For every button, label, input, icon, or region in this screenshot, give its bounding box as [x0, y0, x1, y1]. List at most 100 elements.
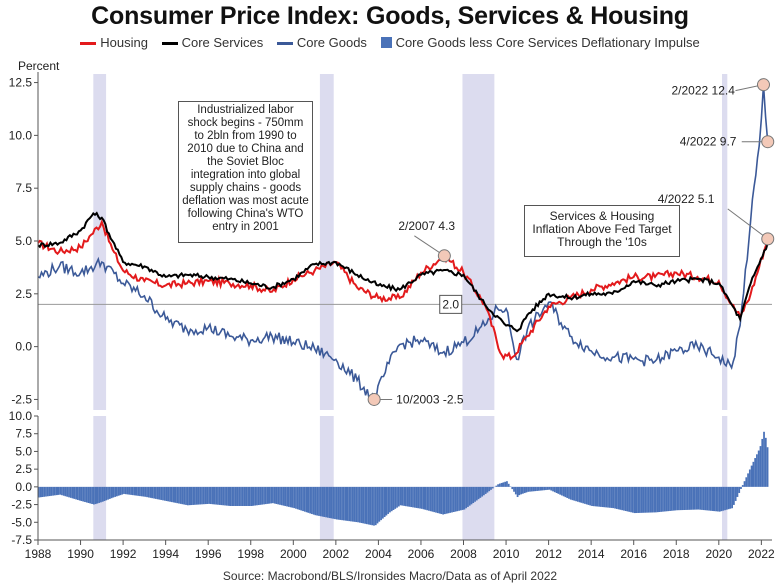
impulse-bar-206: [403, 486, 405, 506]
impulse-bar-315: [596, 486, 599, 507]
legend: Housing Core Services Core Goods Core Go…: [0, 35, 780, 50]
impulse-bar-265: [507, 483, 510, 487]
callout-marker-2: [756, 78, 770, 92]
impulse-bar-110: [233, 486, 235, 506]
impulse-bar-81: [181, 486, 184, 505]
impulse-bar-18: [69, 486, 72, 498]
impulse-bar-197: [387, 486, 390, 514]
impulse-bar-26: [84, 486, 86, 503]
impulse-bar-125: [259, 486, 262, 505]
impulse-bar-12: [59, 486, 62, 495]
impulse-bar-290: [552, 486, 554, 492]
impulse-bar-23: [78, 486, 81, 501]
impulse-bar-225: [436, 486, 439, 514]
source-note: Source: Macrobond/BLS/Ironsides Macro/Da…: [222, 569, 558, 583]
impulse-bar-101: [217, 486, 219, 505]
impulse-bar-205: [401, 486, 404, 506]
impulse-bar-188: [371, 486, 374, 526]
impulse-bar-185: [365, 486, 368, 525]
recession-band-top-2: [462, 74, 495, 410]
impulse-bar-14: [62, 486, 65, 496]
impulse-bar-47: [121, 486, 124, 495]
impulse-bar-218: [424, 486, 427, 510]
x-tick-label: 1998: [237, 547, 264, 561]
impulse-bar-65: [153, 486, 156, 499]
impulse-bar-68: [158, 486, 161, 500]
impulse-bar-155: [312, 486, 315, 515]
impulse-bar-288: [548, 486, 551, 490]
impulse-bar-340: [640, 486, 643, 513]
impulse-bar-279: [532, 486, 535, 492]
impulse-bar-8: [52, 486, 54, 496]
impulse-bar-91: [199, 486, 202, 505]
impulse-bar-339: [639, 486, 641, 513]
impulse-bar-311: [589, 486, 592, 506]
impulse-bar-377: [706, 486, 709, 511]
impulse-bar-70: [162, 486, 164, 501]
impulse-bar-134: [275, 486, 278, 504]
impulse-bar-75: [170, 486, 173, 503]
x-tick-label: 2006: [408, 547, 435, 561]
impulse-bar-158: [318, 486, 320, 516]
impulse-bar-38: [105, 486, 108, 501]
impulse-bar-324: [612, 486, 615, 509]
impulse-bar-152: [307, 486, 310, 513]
impulse-bar-73: [167, 486, 170, 502]
impulse-bar-114: [240, 486, 242, 506]
impulse-bar-245: [472, 486, 475, 504]
impulse-bar-226: [438, 486, 441, 514]
impulse-bar-78: [176, 486, 179, 504]
impulse-bar-202: [396, 486, 398, 508]
callout-label-1: 10/2003 -2.5: [396, 392, 464, 406]
impulse-bar-72: [165, 486, 168, 502]
y-tick-label: 0.0: [15, 340, 32, 354]
impulse-bar-86: [190, 486, 193, 506]
impulse-bar-404: [754, 458, 757, 487]
impulse-bar-355: [667, 486, 670, 512]
impulse-bar-142: [289, 486, 292, 508]
impulse-bar-349: [656, 486, 659, 513]
impulse-bar-240: [463, 486, 466, 510]
impulse-bar-246: [474, 486, 476, 502]
impulse-bar-54: [133, 486, 136, 496]
impulse-bar-379: [709, 486, 712, 511]
impulse-bar-363: [681, 486, 684, 511]
impulse-bar-224: [435, 486, 437, 513]
impulse-bar-385: [720, 486, 723, 512]
impulse-bar-220: [428, 486, 430, 511]
impulse-bar-173: [344, 486, 347, 521]
impulse-bar-200: [392, 486, 395, 511]
impulse-bar-199: [390, 486, 393, 512]
impulse-bar-299: [568, 486, 570, 499]
impulse-bar-386: [722, 486, 725, 511]
y-tick-label: 5.0: [15, 234, 32, 248]
impulse-bar-216: [420, 486, 423, 509]
impulse-bar-203: [397, 486, 400, 507]
impulse-bar-264: [506, 481, 508, 487]
x-tick-label: 2020: [705, 547, 732, 561]
impulse-bar-11: [57, 486, 60, 495]
impulse-bar-17: [68, 486, 70, 498]
impulse-bar-307: [582, 486, 585, 504]
legend-deflationary-impulse: Core Goods less Core Services Deflationa…: [380, 35, 700, 50]
impulse-bar-296: [562, 486, 565, 497]
impulse-bar-291: [553, 486, 556, 493]
bottom-y-tick-label: -7.5: [11, 533, 32, 547]
impulse-bar-280: [534, 486, 537, 492]
impulse-bar-56: [137, 486, 140, 496]
impulse-bar-172: [342, 486, 345, 521]
impulse-bar-393: [734, 486, 737, 501]
impulse-bar-5: [46, 486, 49, 497]
impulse-bar-382: [715, 486, 718, 512]
impulse-bar-107: [227, 486, 230, 506]
impulse-bar-359: [674, 486, 677, 511]
impulse-bar-124: [257, 486, 260, 506]
impulse-bar-45: [117, 486, 120, 496]
impulse-bar-350: [658, 486, 661, 513]
impulse-bar-162: [325, 486, 327, 518]
impulse-bar-132: [272, 486, 274, 504]
impulse-bar-261: [500, 482, 503, 487]
impulse-bar-84: [186, 486, 189, 506]
impulse-bar-391: [731, 486, 733, 509]
